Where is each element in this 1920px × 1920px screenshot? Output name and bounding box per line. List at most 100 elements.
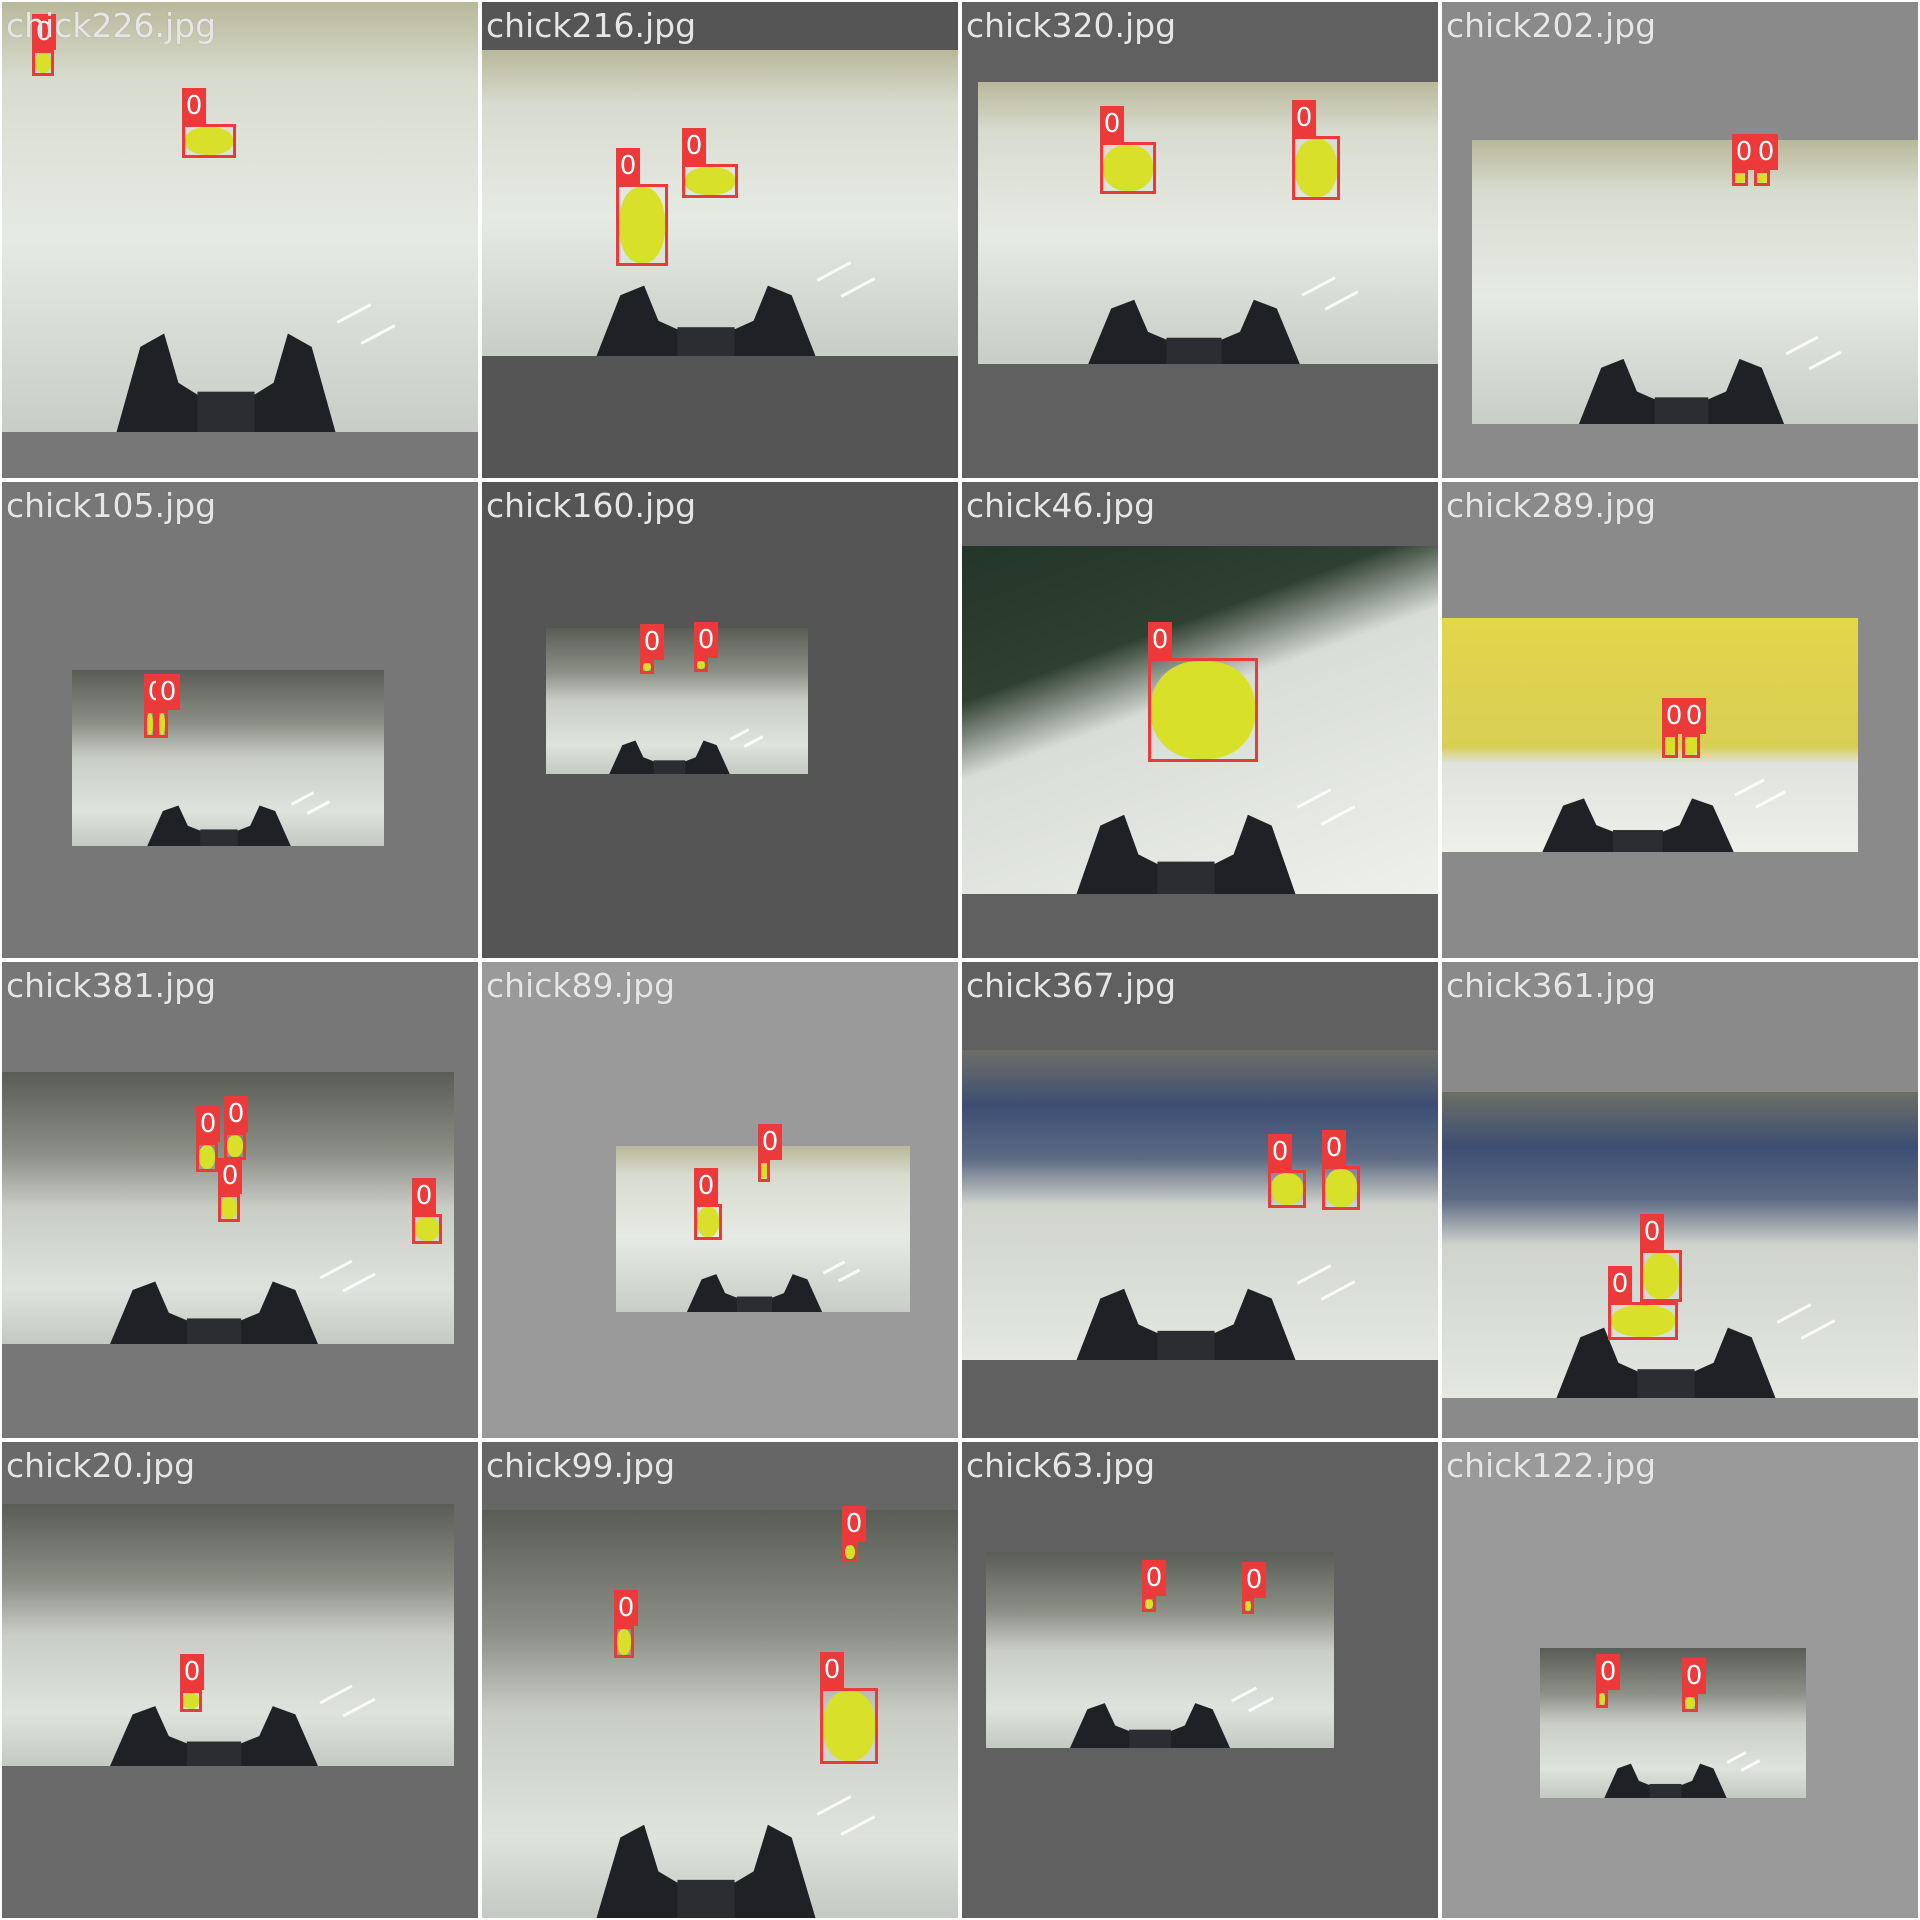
floor-reflection — [1755, 790, 1786, 809]
floor-reflection — [743, 735, 764, 748]
robot-gripper — [141, 800, 297, 846]
floor-reflection — [1740, 1759, 1761, 1772]
detection-box — [694, 658, 708, 672]
mosaic-tile: 0 0 chick122.jpg — [1442, 1442, 1918, 1918]
chick-toy — [147, 713, 153, 735]
chick-toy — [415, 1217, 439, 1241]
floor-reflection — [837, 1268, 861, 1283]
robot-gripper — [1547, 1318, 1785, 1398]
image-filename: chick367.jpg — [966, 966, 1177, 1005]
floor-reflection — [306, 800, 331, 815]
detection-box — [218, 1194, 240, 1222]
class-label: 0 — [32, 14, 56, 50]
chick-toy — [1757, 173, 1767, 183]
image-filename: chick63.jpg — [966, 1446, 1156, 1485]
detection-box — [1608, 1302, 1678, 1340]
class-label: 0 — [682, 128, 706, 164]
robot-gripper — [101, 1273, 327, 1344]
chick-toy — [199, 1145, 215, 1169]
image-filename: chick289.jpg — [1446, 486, 1657, 525]
chick-toy — [1611, 1305, 1675, 1337]
image-filename: chick46.jpg — [966, 486, 1156, 525]
chick-toy — [1295, 139, 1337, 197]
camera-frame — [482, 50, 958, 356]
chick-toy — [1103, 145, 1153, 191]
detection-box — [1100, 142, 1156, 194]
floor-reflection — [1296, 1264, 1332, 1285]
class-label: 0 — [694, 1168, 718, 1204]
camera-frame — [1442, 1092, 1918, 1398]
class-label: 0 — [758, 1124, 782, 1160]
chick-toy — [1685, 1697, 1695, 1709]
chick-toy — [221, 1197, 237, 1219]
camera-frame — [2, 2, 478, 432]
class-label: 0 — [842, 1506, 866, 1542]
class-label: 0 — [412, 1178, 436, 1214]
class-label: 0 — [1142, 1560, 1166, 1596]
chick-toy — [1685, 737, 1697, 755]
class-label: 0 — [1754, 134, 1778, 170]
floor-reflection — [319, 1684, 353, 1705]
camera-frame — [72, 670, 384, 846]
mosaic-tile: 0 0 chick367.jpg — [962, 962, 1438, 1438]
chick-toy — [159, 713, 165, 735]
detection-box — [1596, 1690, 1608, 1708]
floor-reflection — [336, 303, 372, 324]
detection-box — [1268, 1170, 1306, 1208]
class-label: 0 — [218, 1158, 242, 1194]
floor-reflection — [342, 1272, 376, 1293]
chick-toy — [697, 1207, 719, 1237]
robot-gripper — [1067, 804, 1305, 894]
floor-reflection — [1808, 350, 1842, 371]
detection-box — [1142, 1596, 1156, 1612]
chick-toy — [1599, 1693, 1605, 1705]
floor-reflection — [816, 1795, 852, 1816]
robot-gripper — [1570, 350, 1793, 424]
chick-toy — [1151, 661, 1255, 759]
chick-toy — [1643, 1253, 1679, 1299]
floor-reflection — [729, 728, 750, 741]
floor-reflection — [1776, 1303, 1812, 1324]
chick-toy — [643, 663, 651, 671]
robot-gripper — [1063, 1697, 1237, 1748]
mosaic-tile: 0 chick46.jpg — [962, 482, 1438, 958]
floor-reflection — [1320, 805, 1356, 826]
mosaic-tile: 00chick105.jpg — [2, 482, 478, 958]
detection-box — [616, 184, 668, 266]
class-label: 0 — [1148, 622, 1172, 658]
floor-reflection — [822, 1260, 846, 1275]
detection-box — [1640, 1250, 1682, 1302]
class-label: 0 — [1322, 1130, 1346, 1166]
image-filename: chick320.jpg — [966, 6, 1177, 45]
camera-frame — [546, 628, 808, 774]
mosaic-tile: 0 0 chick226.jpg — [2, 2, 478, 478]
robot-gripper — [587, 1812, 825, 1918]
image-filename: chick99.jpg — [486, 1446, 676, 1485]
detection-box — [758, 1160, 770, 1182]
detection-box — [842, 1542, 858, 1562]
mosaic-tile: 0 0 chick202.jpg — [1442, 2, 1918, 478]
mosaic-tile: 0 0 chick89.jpg — [482, 962, 958, 1438]
chick-toy — [35, 53, 51, 73]
detection-box — [182, 124, 236, 158]
detection-box — [694, 1204, 722, 1240]
class-label: 0 — [1100, 106, 1124, 142]
image-filename: chick122.jpg — [1446, 1446, 1657, 1485]
image-filename: chick89.jpg — [486, 966, 676, 1005]
detection-box — [1682, 734, 1700, 758]
chick-toy — [227, 1135, 243, 1157]
mosaic-tile: 0 0 0 chick99.jpg — [482, 1442, 958, 1918]
class-label: 0 — [1596, 1654, 1620, 1690]
robot-gripper — [604, 736, 735, 774]
mosaic-tile: 0 0 chick160.jpg — [482, 482, 958, 958]
chick-toy — [617, 1629, 631, 1655]
chick-toy — [1325, 1169, 1357, 1207]
image-filename: chick160.jpg — [486, 486, 697, 525]
camera-frame — [962, 1050, 1438, 1360]
class-label: 0 — [694, 622, 718, 658]
robot-gripper — [101, 1698, 327, 1766]
detection-box — [1682, 1694, 1698, 1712]
chick-toy — [183, 1693, 199, 1709]
mosaic-tile: 0 0 chick63.jpg — [962, 1442, 1438, 1918]
